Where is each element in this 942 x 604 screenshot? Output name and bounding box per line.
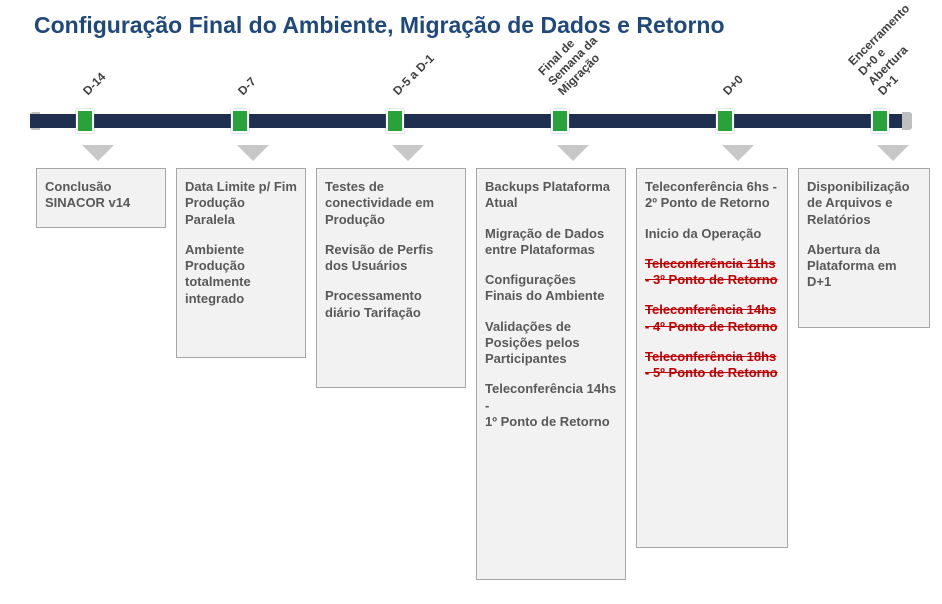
card-paragraph: Validações de Posições pelos Participant… <box>485 319 617 368</box>
card-text: Ambiente Produção totalmente integrado <box>185 242 251 306</box>
card-paragraph: Testes de conectividade em Produção <box>325 179 457 228</box>
timeline-marker <box>716 109 734 133</box>
struck-text: Teleconferência 18hs - 5º Ponto de Retor… <box>645 349 778 380</box>
card-text: Teleconferência 6hs - 2º Ponto de Retorn… <box>645 179 777 210</box>
card-text: Configurações Finais do Ambiente <box>485 272 604 303</box>
timeline <box>30 106 912 136</box>
card-paragraph: Backups Plataforma Atual <box>485 179 617 212</box>
card-paragraph: Teleconferência 14hs - 4º Ponto de Retor… <box>645 302 779 335</box>
milestone-label: D-7 <box>235 74 259 98</box>
timeline-marker <box>551 109 569 133</box>
page-title: Configuração Final do Ambiente, Migração… <box>34 12 725 39</box>
card-text: Abertura da Plataforma em D+1 <box>807 242 897 290</box>
card-text: Validações de Posições pelos Participant… <box>485 319 580 367</box>
card-text: Teleconferência 14hs -1º Ponto de Retorn… <box>485 381 616 429</box>
card-text: Conclusão SINACOR v14 <box>45 179 130 210</box>
card-paragraph: Teleconferência 11hs - 3º Ponto de Retor… <box>645 256 779 289</box>
card-paragraph: Processamento diário Tarifação <box>325 288 457 321</box>
card-text: Testes de conectividade em Produção <box>325 179 434 227</box>
timeline-marker <box>871 109 889 133</box>
card-text: Disponibilização de Arquivos e Relatório… <box>807 179 910 227</box>
card-paragraph: Disponibilização de Arquivos e Relatório… <box>807 179 921 228</box>
card-paragraph: Revisão de Perfis dos Usuários <box>325 242 457 275</box>
card-text: Migração de Dados entre Plataformas <box>485 226 604 257</box>
card-paragraph: Conclusão SINACOR v14 <box>45 179 157 212</box>
milestone-label: EncerramentoD+0 eAberturaD+1 <box>836 0 942 98</box>
arrow-down-icon <box>82 145 114 161</box>
card-text: Revisão de Perfis dos Usuários <box>325 242 433 273</box>
milestone-label: D+0 <box>720 72 746 98</box>
card-paragraph: Migração de Dados entre Plataformas <box>485 226 617 259</box>
card-paragraph: Ambiente Produção totalmente integrado <box>185 242 297 307</box>
milestone-card: Data Limite p/ Fim Produção Paralela Ambi… <box>176 168 306 358</box>
milestone-card: Testes de conectividade em Produção Revis… <box>316 168 466 388</box>
card-text: Data Limite p/ Fim Produção Paralela <box>185 179 297 227</box>
card-paragraph: Data Limite p/ Fim Produção Paralela <box>185 179 297 228</box>
arrow-down-icon <box>722 145 754 161</box>
card-paragraph: Inicio da Operação <box>645 226 779 242</box>
card-paragraph: Configurações Finais do Ambiente <box>485 272 617 305</box>
card-text: Backups Plataforma Atual <box>485 179 610 210</box>
arrow-down-icon <box>392 145 424 161</box>
card-paragraph: Teleconferência 18hs - 5º Ponto de Retor… <box>645 349 779 382</box>
timeline-line <box>30 114 912 128</box>
arrow-down-icon <box>877 145 909 161</box>
milestone-card: Teleconferência 6hs - 2º Ponto de Retorn… <box>636 168 788 548</box>
card-text: Processamento diário Tarifação <box>325 288 422 319</box>
arrow-down-icon <box>557 145 589 161</box>
milestone-card: Backups Plataforma Atual Migração de Dado… <box>476 168 626 580</box>
struck-text: Teleconferência 14hs - 4º Ponto de Retor… <box>645 302 778 333</box>
card-paragraph: Teleconferência 14hs -1º Ponto de Retorn… <box>485 381 617 430</box>
milestone-card: Conclusão SINACOR v14 <box>36 168 166 228</box>
timeline-marker <box>231 109 249 133</box>
timeline-cap-right <box>902 112 912 130</box>
arrow-down-icon <box>237 145 269 161</box>
card-paragraph: Abertura da Plataforma em D+1 <box>807 242 921 291</box>
milestone-card: Disponibilização de Arquivos e Relatório… <box>798 168 930 328</box>
timeline-marker <box>386 109 404 133</box>
card-paragraph: Teleconferência 6hs - 2º Ponto de Retorn… <box>645 179 779 212</box>
struck-text: Teleconferência 11hs - 3º Ponto de Retor… <box>645 256 778 287</box>
card-text: Inicio da Operação <box>645 226 761 241</box>
milestone-label: D-14 <box>80 70 108 98</box>
milestone-label: D-5 a D-1 <box>390 51 437 98</box>
timeline-marker <box>76 109 94 133</box>
